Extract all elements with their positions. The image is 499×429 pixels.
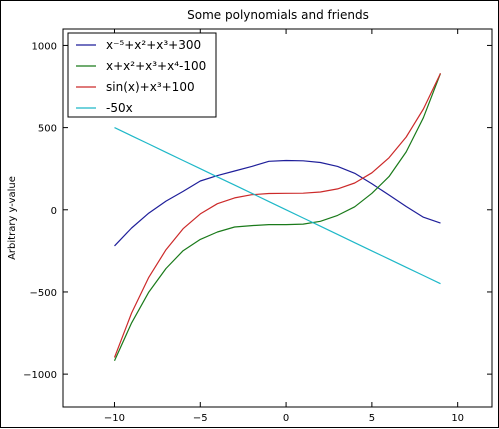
series-line-4 [114,127,441,285]
x-tick-label: 10 [451,413,464,424]
axis-ticks: −10 −5 0 5 10 −1000 −500 0 500 1000 [23,29,492,424]
legend-label-3: sin(x)+x³+100 [106,80,195,94]
legend: x⁻⁵+x²+x³+300 x+x²+x³+x⁴-100 sin(x)+x³+100… [67,32,217,118]
y-tick-label: 0 [51,206,57,217]
y-tick-label: −1000 [23,370,57,381]
y-tick-label: 500 [38,124,57,135]
plot-area [62,28,493,408]
legend-label-4: -50x [106,101,133,115]
chart-title: Some polynomials and friends [187,8,369,22]
legend-label-2: x+x²+x³+x⁴-100 [106,59,206,73]
legend-label-1: x⁻⁵+x²+x³+300 [106,38,201,52]
y-tick-label: −500 [30,288,57,299]
legend-box [67,32,217,118]
x-tick-label: −5 [193,413,208,424]
y-axis-label: Arbitrary y-value [7,176,18,260]
series-line-3 [113,73,442,358]
x-tick-label: 0 [283,413,289,424]
series-line-2 [113,73,442,362]
y-tick-label: 1000 [32,41,57,52]
x-tick-label: 5 [369,413,375,424]
series-line-1 [114,159,441,247]
x-tick-label: −10 [104,413,125,424]
chart-lines [113,73,442,362]
